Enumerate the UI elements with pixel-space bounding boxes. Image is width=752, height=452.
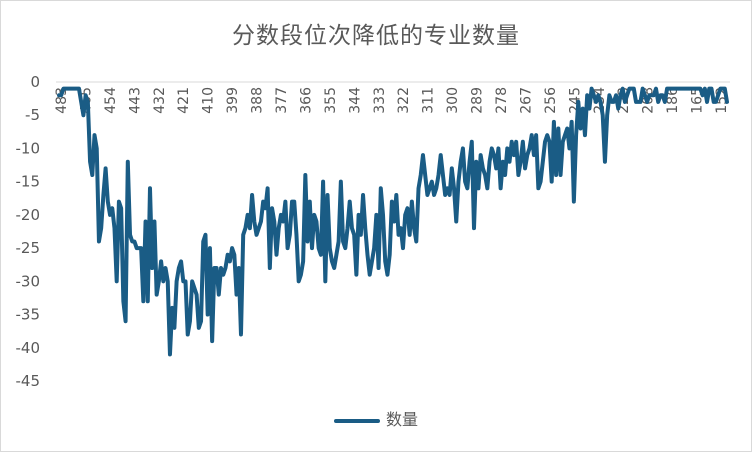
x-tick-label: 443 [127, 87, 143, 114]
x-tick-label: 366 [298, 87, 314, 114]
legend-label: 数量 [385, 410, 418, 429]
chart-legend: 数量 [0, 406, 752, 430]
x-tick-label: 300 [445, 87, 461, 114]
x-tick-label: 432 [152, 87, 168, 114]
x-tick-label: 399 [225, 87, 241, 114]
y-tick-label: -15 [16, 173, 41, 191]
x-tick-label: 410 [201, 87, 217, 114]
y-tick-label: -25 [16, 239, 41, 257]
x-tick-label: 388 [250, 87, 266, 114]
x-tick-label: 256 [543, 87, 559, 114]
x-tick-label: 333 [372, 87, 388, 114]
x-tick-label: 311 [421, 87, 437, 114]
y-tick-label: -5 [25, 106, 40, 124]
x-tick-label: 322 [396, 87, 412, 114]
chart-title: 分数段位次降低的专业数量 [232, 23, 520, 49]
y-tick-label: 0 [30, 73, 40, 91]
y-tick-label: -20 [16, 206, 41, 224]
x-tick-label: 186 [665, 87, 681, 114]
x-tick-label: 289 [470, 87, 486, 114]
y-tick-label: -45 [16, 372, 41, 390]
legend-swatch [333, 418, 380, 423]
y-tick-label: -10 [16, 139, 41, 157]
y-tick-label: -35 [16, 306, 41, 324]
x-tick-label: 454 [103, 87, 119, 114]
x-tick-label: 355 [323, 87, 339, 114]
y-tick-label: -30 [16, 272, 41, 290]
x-tick-label: 344 [347, 87, 363, 114]
y-tick-label: -40 [16, 339, 41, 357]
x-tick-label: 267 [518, 87, 534, 114]
series-line-数量 [57, 86, 729, 357]
x-tick-label: 377 [274, 87, 290, 114]
x-tick-label: 278 [494, 87, 510, 114]
x-tick-label: 421 [176, 87, 192, 114]
